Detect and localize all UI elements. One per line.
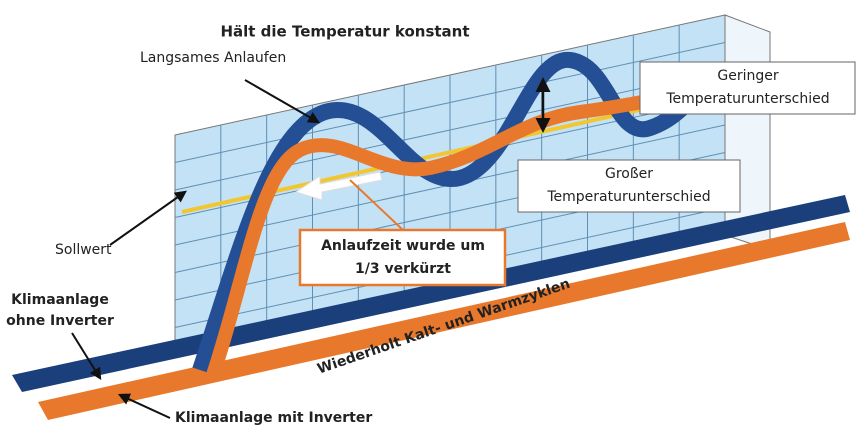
legend-line: Klimaanlage mit Inverter [175,410,372,426]
arrow [110,192,185,245]
box-line: Anlaufzeit wurde um [321,238,485,254]
box-line: Temperaturunterschied [665,91,829,107]
label: Langsames Anlaufen [140,50,286,66]
legend-line: ohne Inverter [6,313,114,329]
label: Sollwert [55,242,112,258]
box-line: Temperaturunterschied [546,189,710,205]
arrow [120,395,170,418]
box-line: Geringer [717,68,778,84]
box-line: 1/3 verkürzt [355,261,451,277]
box-line: Großer [605,166,653,182]
title: Hält die Temperatur konstant [220,23,469,41]
legend-line: Klimaanlage [11,292,109,308]
diagram: Hält die Temperatur konstant Langsames A… [0,0,860,430]
